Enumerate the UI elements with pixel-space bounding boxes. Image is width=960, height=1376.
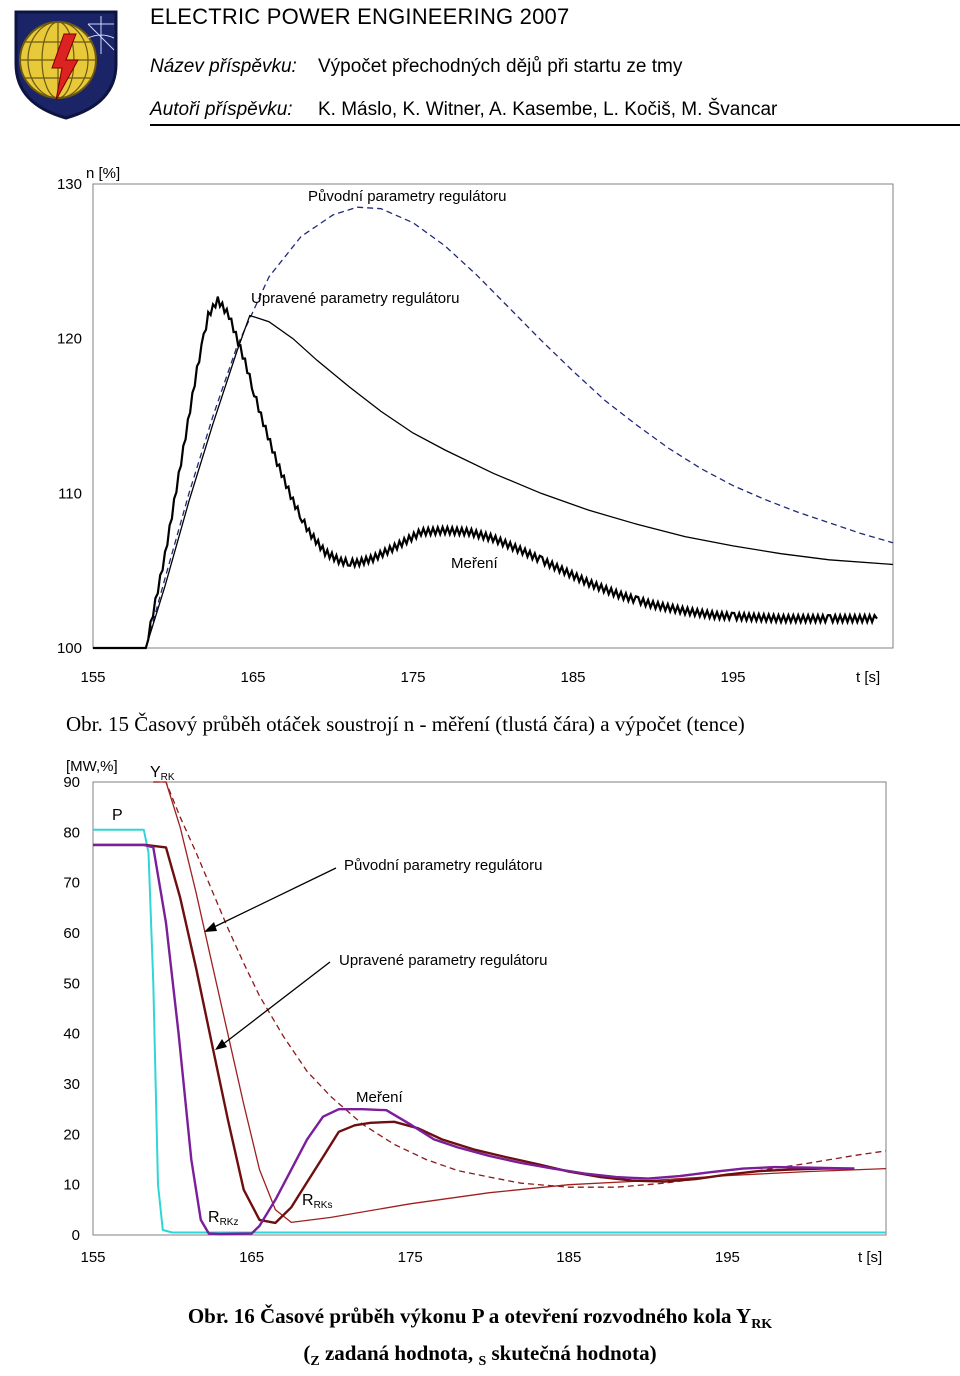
x-tick-label: 155 <box>80 669 105 686</box>
y-tick-label: 120 <box>57 331 82 348</box>
figure-16-caption: Obr. 16 Časové průběh výkonu P a otevřen… <box>0 1302 960 1376</box>
caption-line-1: Obr. 16 Časové průběh výkonu P a otevřen… <box>187 1304 773 1333</box>
header-divider <box>150 124 960 126</box>
y-tick-label: 20 <box>63 1126 80 1143</box>
paper-title: Výpočet přechodných dějů při startu ze t… <box>318 56 683 77</box>
x-tick-label: 185 <box>560 669 585 686</box>
series-line <box>93 843 855 1225</box>
y-axis-label: n [%] <box>86 165 120 182</box>
conference-title: ELECTRIC POWER ENGINEERING 2007 <box>150 4 570 29</box>
y-axis-label: [MW,%] <box>66 758 118 775</box>
annotation-adjusted: Upravené parametry regulátoru <box>339 952 547 969</box>
x-tick-label: 165 <box>239 1249 264 1266</box>
annotation-measurement: Meření <box>356 1089 404 1106</box>
y-tick-label: 130 <box>57 176 82 193</box>
y-tick-label: 80 <box>63 824 80 841</box>
annotation-adjusted: Upravené parametry regulátoru <box>251 290 459 307</box>
annotation-original: Původní parametry regulátoru <box>344 857 542 874</box>
y-tick-label: 60 <box>63 925 80 942</box>
x-tick-label: 165 <box>240 669 265 686</box>
arrow-adjusted <box>215 961 331 1050</box>
x-axis-label: t [s] <box>858 1249 882 1266</box>
y-tick-label: 10 <box>63 1177 80 1194</box>
x-tick-label: 195 <box>720 669 745 686</box>
header: ELECTRIC POWER ENGINEERING 2007 Název př… <box>0 0 960 130</box>
x-tick-label: 185 <box>556 1249 581 1266</box>
y-tick-label: 40 <box>63 1026 80 1043</box>
y-tick-label: 100 <box>57 640 82 657</box>
series-line <box>93 828 886 1234</box>
y-tick-label: 110 <box>58 485 82 502</box>
x-tick-label: 175 <box>398 1249 423 1266</box>
y-tick-label: 70 <box>63 875 80 892</box>
series-line <box>153 781 887 1188</box>
figure-15-chart: 100 110 120 130 155 165 175 185 195 n [%] t [s]… <box>57 165 894 686</box>
authors: K. Máslo, K. Witner, A. Kasembe, L. Koči… <box>318 99 778 120</box>
arrow-original <box>204 867 337 932</box>
series-line <box>93 314 894 649</box>
figure-15-caption: Obr. 15 Časový průběh otáček soustrojí n… <box>66 712 745 736</box>
label-rrks: RRKs <box>302 1192 332 1211</box>
x-axis-label: t [s] <box>856 669 880 686</box>
plot-frame <box>92 183 894 649</box>
y-tick-label: 90 <box>63 774 80 791</box>
annotation-original: Původní parametry regulátoru <box>308 188 506 205</box>
plot-frame <box>92 781 887 1236</box>
label-yrk: YRK <box>150 764 175 783</box>
conference-logo <box>14 10 118 120</box>
paper-title-label: Název příspěvku: <box>150 56 297 77</box>
series-line <box>93 206 894 649</box>
y-tick-label: 30 <box>63 1076 80 1093</box>
label-rrkz: RRKz <box>208 1209 238 1228</box>
y-tick-label: 50 <box>63 975 80 992</box>
label-p: P <box>112 807 123 824</box>
figure-16-chart: 0 10 20 30 40 50 60 70 80 90 155 165 175 185 195 [MW,… <box>63 758 887 1266</box>
authors-label: Autoři příspěvku: <box>150 99 293 120</box>
series-line <box>93 843 855 1236</box>
annotation-measurement: Meření <box>451 555 499 572</box>
caption-line-2: (Z zadaná hodnota, S skutečná hodnota) <box>303 1341 657 1370</box>
series-line <box>93 296 878 650</box>
y-tick-label: 0 <box>72 1227 80 1244</box>
x-tick-label: 195 <box>715 1249 740 1266</box>
x-tick-label: 155 <box>80 1249 105 1266</box>
x-tick-label: 175 <box>400 669 425 686</box>
